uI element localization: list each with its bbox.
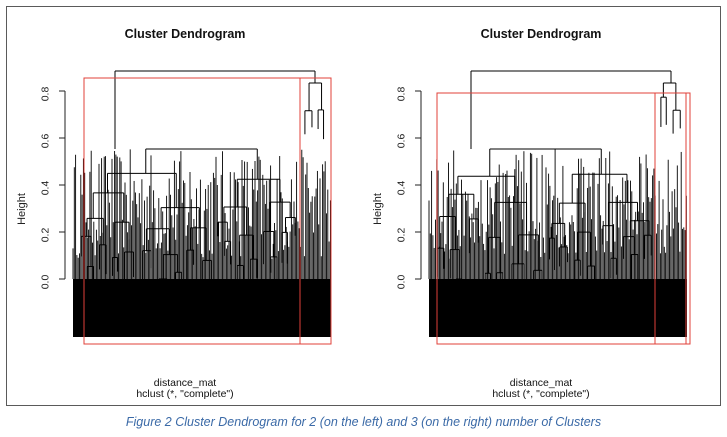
y-axis [415,90,422,280]
leaf-mass [429,279,687,337]
dendrogram-tree [428,70,687,337]
panel-title: Cluster Dendrogram [124,27,246,41]
method-label: hclust (*, "complete") [136,388,234,400]
cluster-boxes [436,92,691,345]
dendrogram-svg-right [415,70,691,345]
figure-caption: Figure 2 Cluster Dendrogram for 2 (on th… [125,415,602,429]
x-axis-label: distance_mat [509,377,573,389]
dendrogram-tree [72,70,331,337]
x-axis-label: distance_mat [153,377,217,389]
dendrogram-panel-right: Cluster Dendrogram Height 0.0 0.2 0.4 0.… [363,7,719,405]
figure-frame: Cluster Dendrogram Height 0.0 0.2 0.4 0.… [6,6,721,406]
cluster-box [299,77,332,345]
cluster-box [685,92,691,345]
method-label: hclust (*, "complete") [492,388,590,400]
y-axis [59,90,66,280]
cluster-boxes [83,77,332,345]
dendrogram-svg-left [59,70,332,345]
panel-title: Cluster Dendrogram [480,27,602,41]
leaf-mass [73,279,331,337]
dendrogram-panel-left: Cluster Dendrogram Height 0.0 0.2 0.4 0.… [7,7,363,405]
